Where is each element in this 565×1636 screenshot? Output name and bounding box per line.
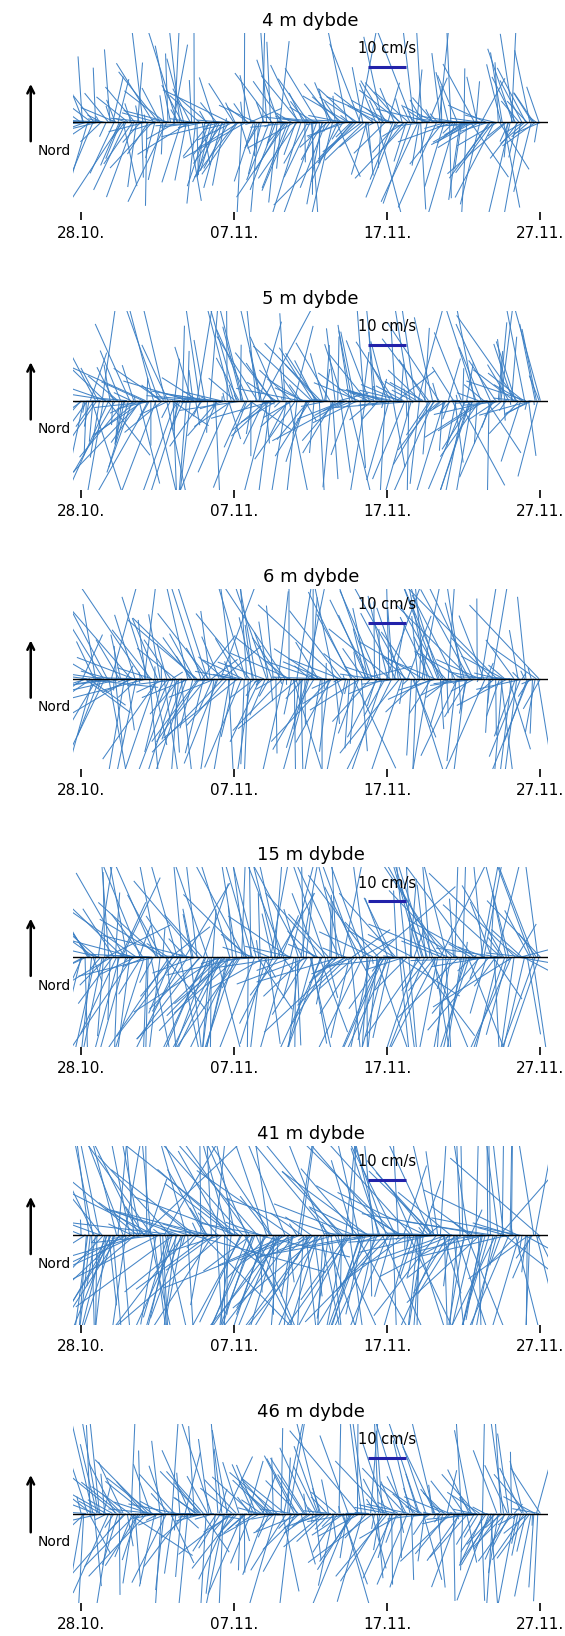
Text: Nord: Nord [38,700,71,715]
Text: 10 cm/s: 10 cm/s [358,1153,416,1168]
Text: 10 cm/s: 10 cm/s [358,1432,416,1448]
Text: 10 cm/s: 10 cm/s [358,319,416,334]
Title: 46 m dybde: 46 m dybde [257,1402,364,1420]
Text: Nord: Nord [38,1535,71,1549]
Text: Nord: Nord [38,978,71,993]
Title: 4 m dybde: 4 m dybde [263,11,359,29]
Text: Nord: Nord [38,1256,71,1271]
Text: Nord: Nord [38,144,71,159]
Text: 10 cm/s: 10 cm/s [358,41,416,56]
Title: 15 m dybde: 15 m dybde [257,846,364,864]
Title: 5 m dybde: 5 m dybde [263,290,359,308]
Text: Nord: Nord [38,422,71,437]
Title: 41 m dybde: 41 m dybde [257,1124,364,1142]
Text: 10 cm/s: 10 cm/s [358,597,416,612]
Text: 10 cm/s: 10 cm/s [358,875,416,890]
Title: 6 m dybde: 6 m dybde [263,568,359,586]
